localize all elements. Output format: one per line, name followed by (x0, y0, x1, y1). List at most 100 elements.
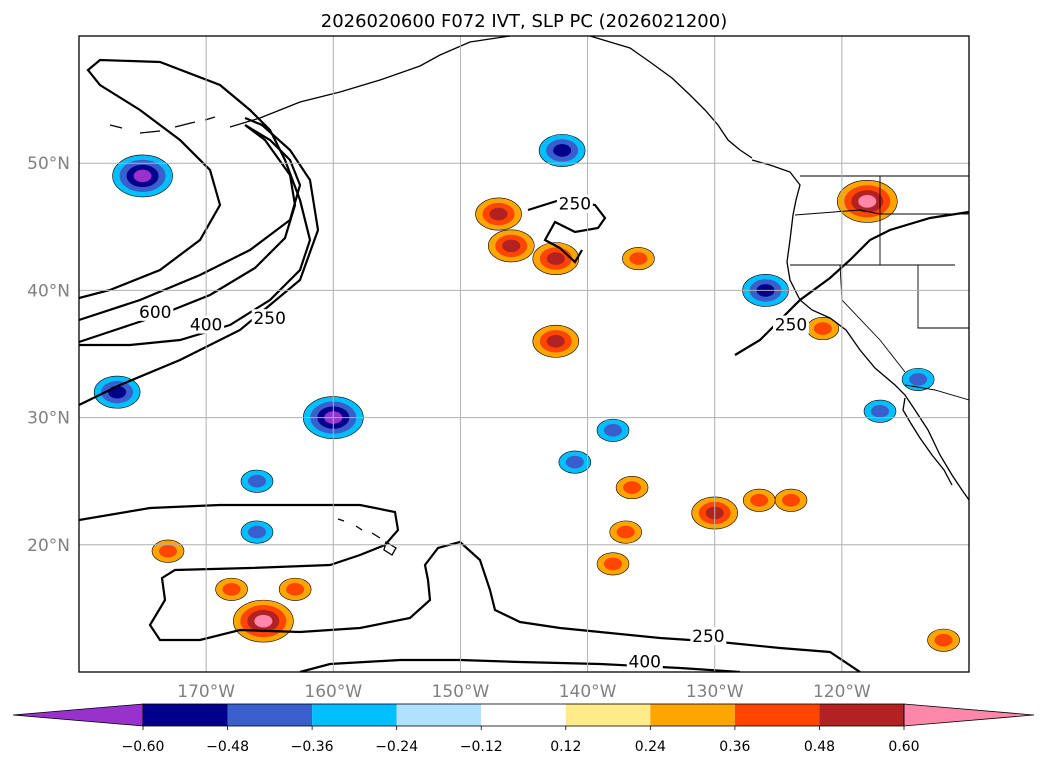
y-tick-label: 30°N (27, 409, 70, 429)
slp-contours (79, 58, 969, 672)
contour-label-bg (188, 315, 225, 334)
contour-label-bg (626, 652, 663, 671)
negative-ivt-region-7 (240, 520, 274, 544)
gridlines (79, 36, 969, 672)
positive-ivt-region-13 (806, 317, 840, 341)
negative-ivt-region-level (108, 385, 127, 399)
positive-ivt-region-level (934, 633, 953, 647)
contour-label: 250 (253, 309, 285, 329)
alaska-coastline (229, 36, 511, 128)
positive-ivt-region-7 (278, 577, 312, 601)
positive-ivt-region-level (604, 557, 622, 571)
positive-ivt-region-8 (215, 577, 248, 601)
contour-label-bg (556, 194, 593, 213)
contour-label-bg (773, 315, 809, 334)
positive-ivt-region-14 (774, 488, 808, 512)
colorbar-tick-label: −0.24 (375, 739, 418, 755)
coastlines (109, 36, 969, 556)
colorbar-tick-label: −0.36 (291, 739, 334, 755)
aleutian-islands (109, 116, 216, 134)
y-tick-label: 20°N (27, 536, 70, 556)
positive-ivt-region-11 (615, 476, 649, 500)
colorbar-segment (819, 704, 904, 726)
slp-contour-400-south (299, 658, 741, 672)
negative-ivt-region-level (553, 144, 572, 157)
contour-labels: 600 400 250 250 250 250 400 (137, 194, 809, 673)
x-tick-label: 130°W (686, 682, 744, 702)
contour-label: 600 (139, 303, 171, 323)
negative-ivt-region-1 (93, 375, 141, 409)
positive-ivt-region-level (629, 252, 648, 265)
hawaii-islands (337, 518, 397, 556)
contour-label: 250 (775, 316, 807, 336)
positive-ivt-region-10 (596, 552, 630, 576)
oregon-washington-border (794, 209, 969, 216)
x-tick-label: 120°W (813, 682, 871, 702)
positive-ivt-region-level (782, 493, 800, 507)
colorbar-tick-label: 0.24 (635, 739, 666, 755)
positive-ivt-region-level (222, 583, 241, 596)
idaho-border (879, 176, 969, 329)
x-tick-label: 170°W (177, 682, 235, 702)
positive-ivt-region-17 (927, 628, 960, 652)
contour-label: 400 (629, 653, 661, 673)
colorbar-tick-label: 0.48 (804, 739, 835, 755)
gulf-of-alaska-coastline (589, 36, 753, 159)
positive-ivt-region-level (546, 334, 565, 348)
positive-ivt-region-level (286, 583, 305, 596)
slp-contour-250-west (79, 116, 320, 406)
negative-ivt-region-level (565, 455, 584, 469)
contour-label: 250 (692, 627, 724, 647)
colorbar-tick-label: 0.12 (550, 739, 581, 755)
positive-ivt-region-level (623, 481, 642, 494)
positive-ivt-region-15 (742, 488, 776, 512)
positive-ivt-region-level (254, 614, 273, 628)
contour-label: 250 (559, 195, 591, 215)
positive-ivt-region-4 (622, 247, 655, 271)
positive-ivt-region-level (616, 525, 635, 539)
chart-title: 2026020600 F072 IVT, SLP PC (2026021200) (321, 11, 727, 32)
colorbar-segment (396, 704, 482, 726)
negative-ivt-region-level (248, 474, 266, 488)
colorbar-tick-label: −0.48 (206, 739, 249, 755)
contour-label-bg (137, 302, 174, 321)
positive-ivt-region-12 (609, 520, 643, 544)
colorbar-extend-high (903, 703, 1035, 727)
negative-ivt-region-level (871, 404, 889, 418)
baja-coastline (902, 397, 953, 486)
positive-ivt-region-level (489, 207, 508, 221)
colorbar-extend-low (12, 703, 144, 727)
positive-ivt-region-0 (836, 180, 898, 223)
x-tick-label: 150°W (432, 682, 490, 702)
california-nevada-border (839, 264, 906, 373)
colorbar-segment (227, 704, 313, 726)
us-mexico-border (904, 384, 969, 401)
colorbar-segment (312, 704, 397, 726)
slp-contour-600 (79, 58, 312, 347)
positive-ivt-region-level (159, 544, 177, 558)
negative-ivt-region-level (604, 424, 622, 437)
positive-ivt-region-level (813, 322, 832, 335)
negative-ivt-region-9 (901, 367, 935, 391)
y-axis-ticks: 50°N 40°N 30°N 20°N (27, 154, 70, 556)
positive-ivt-region-level (502, 239, 521, 253)
slp-contour-250-south (79, 503, 861, 672)
colorbar-segment (143, 704, 228, 726)
negative-ivt-region-6 (240, 469, 274, 493)
colorbar-segment (565, 704, 651, 726)
x-tick-label: 160°W (304, 682, 362, 702)
colorbar-tick-label: 0.36 (719, 739, 750, 755)
colorbar: −0.60 −0.48 −0.36 −0.24 −0.12 0.12 0.24 0.36 0.4… (12, 703, 1035, 755)
positive-ivt-region-5 (532, 324, 580, 358)
y-tick-label: 50°N (27, 154, 70, 174)
contour-label: 400 (190, 316, 222, 336)
colorbar-tick-label: −0.60 (122, 739, 165, 755)
negative-ivt-region-level (248, 525, 266, 539)
positive-ivt-region-level (858, 195, 877, 208)
slp-contour-400 (79, 124, 302, 344)
colorbar-tick-label: −0.12 (460, 739, 503, 755)
colorbar-segment (650, 704, 735, 726)
west-coast-coastline (751, 159, 969, 501)
colorbar-segment (481, 704, 566, 726)
